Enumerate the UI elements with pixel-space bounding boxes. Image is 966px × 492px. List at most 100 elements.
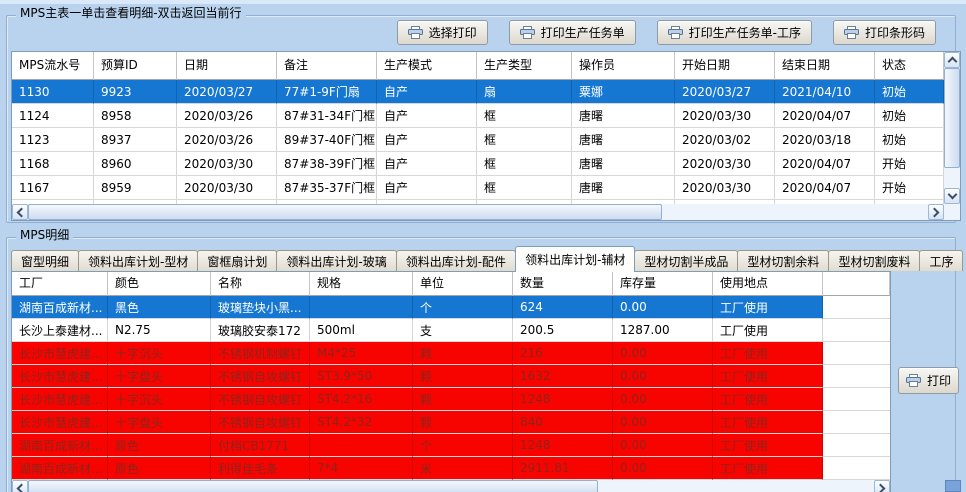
scroll-right-button[interactable] (874, 480, 890, 492)
scroll-left-button[interactable] (12, 204, 28, 220)
table-row[interactable]: 湖南百成新材... 原色 利得佳毛条 7*4 米 2911.81 0.00 工厂使用 (12, 457, 890, 480)
table-cell: 2020/03/27 (177, 80, 277, 104)
select-print-button[interactable]: 选择打印 (396, 20, 488, 45)
table-cell: 0.00 (613, 434, 713, 457)
table-cell: N2.75 (108, 319, 211, 342)
horizontal-scroll-thumb[interactable] (28, 204, 662, 220)
column-header: 状态 (875, 52, 944, 80)
table-cell: 89#37-40F门框 (277, 128, 377, 152)
detail-tab-1[interactable]: 领料出库计划-型材 (78, 250, 199, 271)
table-row[interactable]: 长沙市慧虎建... 十字盘头 不锈钢自攻螺钉 ST4.2*32 颗 840 0.00 工厂使用 (12, 411, 890, 434)
mps-main-table: MPS流水号 预算ID 日期 备注 生产模式 生产类型 操作员 开始日期 结束日期 状态 1130 9… (11, 51, 961, 221)
grid-header-row: MPS流水号 预算ID 日期 备注 生产模式 生产类型 操作员 开始日期 结束日期 状态 (12, 52, 944, 80)
table-cell: 0.00 (613, 296, 713, 319)
resize-grip[interactable] (945, 480, 961, 492)
detail-tab-9[interactable]: 工序 (919, 250, 964, 271)
table-row[interactable]: 1168 8960 2020/03/30 87#38-39F门框 自产框唐曙 2020/0… (12, 152, 944, 176)
table-row[interactable]: 长沙上泰建材... N2.75 玻璃胶安泰172 500ml 支 200.5 1287.00… (12, 319, 890, 342)
chevron-right-icon (875, 483, 886, 492)
table-cell: 自产 (377, 80, 477, 104)
printer-icon (843, 26, 859, 39)
detail-tab-8[interactable]: 型材切割废料 (828, 250, 921, 271)
table-cell: ST3.9*50 (310, 365, 413, 388)
chevron-left-icon (16, 483, 27, 492)
table-cell: 0.00 (613, 388, 713, 411)
table-cell (823, 365, 890, 388)
table-cell: ST4.2*32 (310, 411, 413, 434)
table-cell (823, 411, 890, 434)
mps-detail-title: MPS明细 (16, 228, 74, 242)
printer-icon (906, 374, 921, 387)
table-cell: 1287.00 (613, 319, 713, 342)
detail-tab-2[interactable]: 窗框扇计划 (197, 250, 278, 271)
table-cell: 扇 (477, 80, 572, 104)
table-cell: 自产 (377, 128, 477, 152)
table-row[interactable]: 湖南百成新材... 黑色 玻璃垫块小黑... 个 624 0.00 工厂使用 (12, 296, 890, 319)
print-barcode-button[interactable]: 打印条形码 (832, 20, 936, 45)
detail-table-horizontal-scrollbar[interactable] (12, 480, 890, 492)
table-row[interactable]: 长沙市慧虎建... 十字沉头 不锈钢机制螺钉 M4*25 颗 216 0.00 工厂使用 (12, 342, 890, 365)
table-cell: 长沙市慧虎建... (12, 342, 108, 365)
detail-print-button[interactable]: 打印 (898, 367, 960, 394)
table-cell: 颗 (413, 388, 513, 411)
table-cell (775, 200, 875, 204)
detail-tab-7[interactable]: 型材切割余料 (737, 250, 830, 271)
table-cell: 个 (413, 434, 513, 457)
column-header: 备注 (277, 52, 377, 80)
table-cell: 2020/04/07 (775, 104, 875, 128)
table-cell: 湖南百成新材... (12, 457, 108, 480)
table-cell: 2020/03/30 (675, 176, 775, 200)
table-cell: 2020/03/30 (675, 104, 775, 128)
table-row[interactable]: 1124 8958 2020/03/26 87#31-34F门框 自产框唐曙 2020/0… (12, 104, 944, 128)
detail-tab-0[interactable]: 窗型明细 (11, 250, 80, 271)
table-cell: 1248 (513, 434, 613, 457)
table-cell: 0.00 (613, 411, 713, 434)
table-cell: 玻璃胶安泰172 (211, 319, 310, 342)
table-cell: 十字盘头 (108, 411, 211, 434)
detail-tab-6[interactable]: 型材切割半成品 (634, 250, 739, 271)
table-cell: 工厂使用 (713, 365, 823, 388)
scroll-down-button[interactable] (944, 188, 960, 204)
table-cell: 原色 (108, 457, 211, 480)
table-cell: 自产 (377, 152, 477, 176)
scroll-right-button[interactable] (928, 204, 944, 220)
table-row[interactable]: 1167 8959 2020/03/30 87#35-37F门框 自产框唐曙 2020/0… (12, 176, 944, 200)
chevron-down-icon (947, 189, 957, 200)
table-cell: 工厂使用 (713, 457, 823, 480)
print-task-button[interactable]: 打印生产任务单 (508, 20, 636, 45)
scroll-left-button[interactable] (12, 480, 28, 492)
window-top-edge (0, 0, 966, 4)
main-table-horizontal-scrollbar[interactable] (12, 204, 944, 220)
table-cell: 工厂使用 (713, 388, 823, 411)
horizontal-scroll-thumb[interactable] (28, 480, 598, 492)
table-cell: 8958 (94, 104, 177, 128)
table-row[interactable]: 长沙市慧虎建... 十字沉头 不锈钢自攻螺钉 ST4.2*16 颗 1248 0.00 工厂使… (12, 388, 890, 411)
table-cell: 湖南百成新材... (12, 434, 108, 457)
table-cell: 2020/03/02 (675, 128, 775, 152)
table-cell: 不锈钢自攻螺钉 (211, 388, 310, 411)
detail-tab-5[interactable]: 领料出库计划-辅材 (515, 246, 636, 272)
table-cell: 十字沉头 (108, 342, 211, 365)
detail-tab-3[interactable]: 领料出库计划-玻璃 (276, 250, 397, 271)
table-row[interactable]: 1130 9923 2020/03/27 77#1-9F门扇 自产扇粟娜 2020/03/… (12, 80, 944, 104)
table-cell (572, 200, 675, 204)
table-cell (310, 296, 413, 319)
table-cell: 工厂使用 (713, 342, 823, 365)
table-cell: 开始 (875, 152, 944, 176)
print-task-process-button[interactable]: 打印生产任务单-工序 (656, 20, 812, 45)
scroll-up-button[interactable] (944, 52, 960, 68)
table-cell: 840 (513, 411, 613, 434)
table-cell: 2020/03/27 (675, 80, 775, 104)
table-row[interactable]: 1123 8937 2020/03/26 89#37-40F门框 自产框唐曙 2020/0… (12, 128, 944, 152)
column-header: 日期 (177, 52, 277, 80)
detail-tab-4[interactable]: 领料出库计划-配件 (395, 250, 517, 271)
main-table-vertical-scrollbar[interactable] (944, 52, 960, 204)
table-cell: 唐曙 (572, 104, 675, 128)
table-cell (12, 200, 94, 204)
table-row[interactable]: 湖南百成新材... 原色 付档CB1771 个 1248 0.00 工厂使用 (12, 434, 890, 457)
vertical-scroll-thumb[interactable] (944, 68, 960, 168)
column-header: 名称 (211, 272, 310, 296)
table-row[interactable]: 长沙市慧虎建... 十字盘头 不锈钢自攻螺钉 ST3.9*50 颗 1632 0.00 工厂使… (12, 365, 890, 388)
table-cell (377, 200, 477, 204)
column-header: 生产类型 (477, 52, 572, 80)
